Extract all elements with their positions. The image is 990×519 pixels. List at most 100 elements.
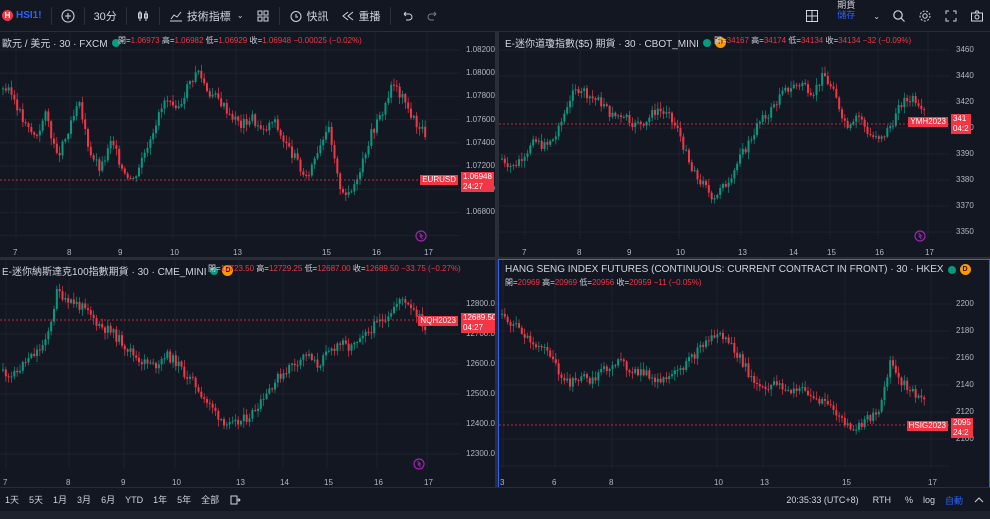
- chart-canvas[interactable]: [0, 32, 495, 257]
- range-button-5d[interactable]: 5天: [29, 495, 44, 505]
- interval-button[interactable]: 30分: [93, 10, 117, 23]
- candle-body: [909, 101, 911, 103]
- candle-body: [237, 116, 240, 121]
- candle-body: [228, 422, 231, 425]
- pane-legend: HANG SENG INDEX FUTURES (CONTINUOUS: CUR…: [505, 264, 971, 275]
- candle-body: [121, 164, 123, 169]
- candle-body: [234, 116, 237, 120]
- snapshot-button[interactable]: [964, 0, 990, 32]
- candle-body: [815, 84, 818, 95]
- go-to-date-button[interactable]: [224, 494, 246, 506]
- candle-body: [815, 398, 818, 400]
- candle-body: [251, 410, 254, 419]
- candle-body: [166, 351, 169, 359]
- candle-body: [101, 161, 104, 171]
- last-price-tag: 12689.50 04:27: [461, 313, 495, 333]
- redo-button[interactable]: [420, 0, 446, 32]
- log-scale-toggle[interactable]: log: [922, 495, 935, 505]
- candle-body: [189, 81, 191, 85]
- candle-body: [146, 147, 149, 153]
- candle-body: [160, 108, 163, 113]
- chart-pane-hsi[interactable]: HANG SENG INDEX FUTURES (CONTINUOUS: CUR…: [499, 260, 990, 487]
- candle-body: [104, 160, 106, 162]
- chart-canvas[interactable]: [499, 32, 990, 257]
- candle-body: [183, 366, 186, 378]
- fullscreen-button[interactable]: [938, 0, 964, 32]
- candle-body: [393, 306, 395, 314]
- layout-select-button[interactable]: [799, 0, 825, 32]
- range-button-1d[interactable]: 1天: [5, 495, 20, 505]
- candle-body: [764, 386, 767, 390]
- candle-body: [676, 125, 679, 128]
- symbol-search-button[interactable]: H HSI1!: [0, 0, 48, 32]
- price-axis-label: 3440: [956, 71, 974, 80]
- range-button-1y[interactable]: 1年: [153, 495, 168, 505]
- chart-canvas[interactable]: [499, 260, 990, 487]
- layout-menu-button[interactable]: ⌄: [867, 0, 886, 32]
- chart-canvas[interactable]: [0, 260, 495, 487]
- time-axis-label: 17: [424, 248, 433, 257]
- range-button-6m[interactable]: 6月: [101, 495, 116, 505]
- collapse-button[interactable]: [968, 494, 990, 506]
- pane-splitter-horizontal[interactable]: [0, 257, 990, 260]
- range-button-5y[interactable]: 5年: [177, 495, 192, 505]
- event-marker-icon[interactable]: [914, 230, 926, 242]
- event-marker-ring: [413, 458, 425, 470]
- save-layout-button[interactable]: 期貨 儲存: [825, 0, 867, 32]
- indicators-button[interactable]: 技術指標 ⌄: [163, 0, 250, 32]
- candle-body: [733, 342, 736, 353]
- candle-body: [4, 88, 7, 91]
- event-marker-ring: [415, 230, 427, 242]
- candle-body: [858, 115, 860, 117]
- range-button-all[interactable]: 全部: [201, 495, 220, 505]
- clock-timezone[interactable]: 20:35:33 (UTC+8): [786, 495, 859, 505]
- chart-pane-nq[interactable]: E-迷你納斯達克100指數期貨 · 30 · CME_MINI D 開=1272…: [0, 260, 495, 487]
- candle-body: [336, 158, 339, 174]
- alert-button[interactable]: 快訊: [283, 0, 335, 32]
- range-button-3m[interactable]: 3月: [77, 495, 92, 505]
- candle-body: [863, 119, 866, 127]
- price-axis-label: 12500.00: [466, 389, 495, 398]
- undo-button[interactable]: [394, 0, 420, 32]
- auto-scale-toggle[interactable]: 自動: [944, 495, 963, 506]
- chart-pane-ym[interactable]: E-迷你道瓊指數($5) 期貨 · 30 · CBOT_MINI D 開=341…: [499, 32, 990, 257]
- calendar-goto-icon: [230, 495, 241, 504]
- candle-body: [390, 313, 393, 317]
- candle-body: [132, 348, 135, 356]
- time-axis-label: 17: [424, 478, 433, 487]
- range-button-ytd[interactable]: YTD: [125, 494, 144, 505]
- settings-button[interactable]: [912, 0, 938, 32]
- price-axis-label: 3390: [956, 149, 974, 158]
- range-button-1m[interactable]: 1月: [53, 495, 68, 505]
- candle-body: [656, 378, 659, 383]
- chart-pane-eurusd[interactable]: 歐元 / 美元 · 30 · FXCM 開=1.06973 高=1.06982 …: [0, 32, 495, 257]
- replay-button[interactable]: 重播: [335, 0, 387, 32]
- layout-templates-button[interactable]: [250, 0, 276, 32]
- compare-symbol-button[interactable]: [55, 0, 81, 32]
- ohlc-values: 開=34167 高=34174 低=34134 收=34134 −32 (−0.…: [714, 35, 911, 46]
- candle-body: [826, 400, 829, 405]
- candle-body: [220, 98, 223, 107]
- search-button[interactable]: [886, 0, 912, 32]
- candle-body: [852, 429, 855, 431]
- candle-body: [767, 117, 770, 119]
- candle-body: [883, 386, 886, 401]
- chart-type-button[interactable]: [130, 0, 156, 32]
- candle-body: [72, 115, 75, 121]
- toolbar-right-group: 期貨 儲存 ⌄: [799, 0, 990, 32]
- candle-body: [115, 329, 118, 342]
- save-layout-title: 期貨: [837, 0, 856, 10]
- candle-body: [603, 104, 605, 107]
- candle-body: [668, 376, 671, 380]
- event-marker-icon[interactable]: [413, 458, 425, 470]
- candle-body: [203, 78, 206, 84]
- percent-scale-toggle[interactable]: %: [904, 495, 913, 505]
- candle-body: [13, 94, 16, 100]
- camera-icon: [971, 10, 983, 22]
- candle-body: [33, 353, 36, 357]
- candle-body: [401, 299, 404, 301]
- event-marker-icon[interactable]: [415, 230, 427, 242]
- session-toggle[interactable]: RTH: [872, 495, 891, 505]
- time-axis-label: 15: [324, 478, 333, 487]
- candle-body: [642, 369, 645, 376]
